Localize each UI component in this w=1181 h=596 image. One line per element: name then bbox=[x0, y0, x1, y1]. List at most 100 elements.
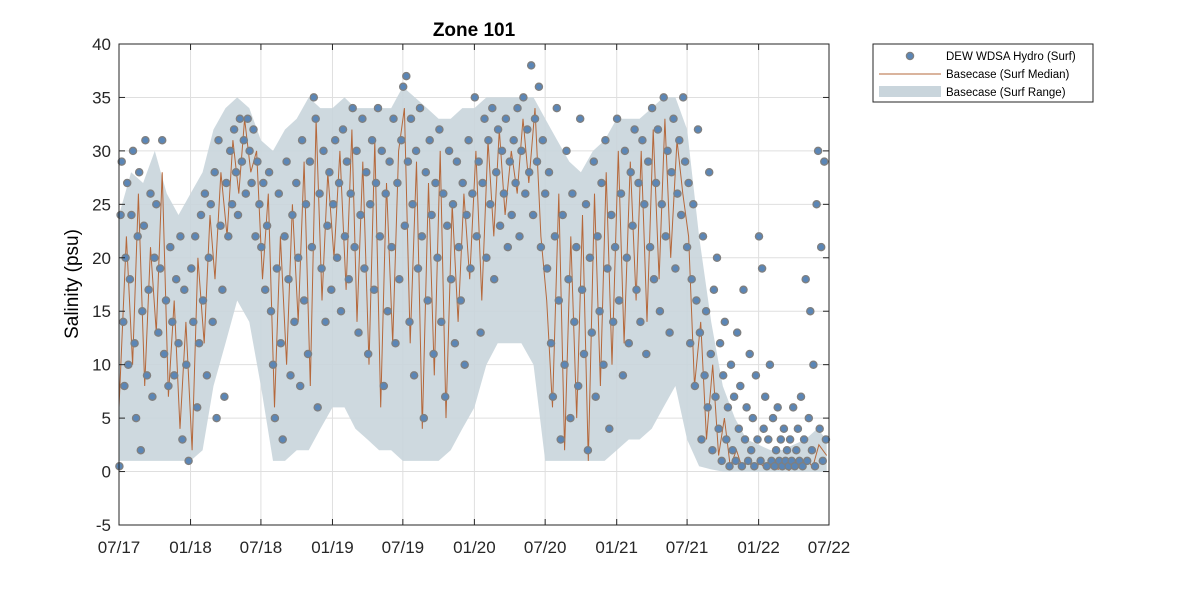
observation-point bbox=[573, 381, 583, 391]
observation-point bbox=[503, 242, 513, 252]
observation-point bbox=[497, 146, 507, 156]
observation-point bbox=[141, 135, 150, 145]
observation-point bbox=[649, 274, 659, 284]
observation-point bbox=[119, 317, 128, 327]
observation-point bbox=[268, 360, 278, 369]
observation-point bbox=[360, 264, 369, 273]
observation-point bbox=[395, 274, 404, 284]
observation-point bbox=[220, 392, 229, 401]
observation-point bbox=[381, 189, 390, 198]
legend-label-median: Basecase (Surf Median) bbox=[946, 69, 1070, 81]
observation-point bbox=[425, 135, 434, 145]
observation-point bbox=[743, 456, 753, 466]
x-tick-label: 07/22 bbox=[808, 538, 851, 557]
observation-point bbox=[785, 435, 795, 444]
observation-point bbox=[180, 285, 189, 295]
observation-point bbox=[440, 392, 450, 401]
observation-point bbox=[489, 274, 499, 284]
observation-point bbox=[389, 114, 398, 124]
observation-point bbox=[204, 253, 214, 263]
observation-point bbox=[558, 210, 567, 220]
observation-point bbox=[685, 339, 695, 348]
observation-point bbox=[251, 232, 260, 241]
observation-point bbox=[538, 135, 548, 145]
observation-point bbox=[224, 232, 233, 241]
observation-point bbox=[415, 103, 425, 113]
observation-point bbox=[804, 413, 814, 423]
observation-point bbox=[605, 424, 614, 434]
observation-point bbox=[601, 135, 610, 145]
observation-point bbox=[293, 253, 303, 263]
y-axis-label: Salinity (psu) bbox=[62, 229, 83, 339]
observation-point bbox=[472, 232, 481, 241]
observation-point bbox=[478, 178, 487, 188]
observation-point bbox=[579, 349, 589, 359]
observation-point bbox=[187, 264, 196, 273]
observation-point bbox=[299, 296, 309, 305]
observation-point bbox=[237, 157, 247, 166]
observation-point bbox=[338, 125, 348, 134]
observation-point bbox=[257, 242, 266, 252]
observation-point bbox=[292, 178, 301, 188]
observation-point bbox=[722, 435, 731, 444]
observation-point bbox=[305, 157, 315, 166]
observation-point bbox=[560, 360, 569, 369]
observation-point bbox=[431, 178, 440, 188]
observation-point bbox=[476, 328, 485, 337]
observation-point bbox=[756, 456, 765, 466]
observation-point bbox=[450, 339, 460, 348]
observation-point bbox=[564, 274, 573, 284]
observation-point bbox=[711, 392, 720, 401]
observation-point bbox=[243, 114, 252, 124]
observation-point bbox=[678, 93, 688, 102]
observation-point bbox=[690, 381, 700, 391]
observation-point bbox=[344, 274, 354, 284]
observation-point bbox=[225, 146, 235, 156]
y-tick-label: 15 bbox=[92, 302, 111, 321]
observation-point bbox=[166, 242, 175, 252]
observation-point bbox=[562, 146, 571, 156]
observation-point bbox=[630, 125, 639, 134]
observation-point bbox=[116, 210, 125, 220]
observation-point bbox=[206, 200, 216, 209]
observation-point bbox=[745, 349, 754, 359]
observation-point bbox=[575, 114, 585, 124]
x-tick-label: 01/18 bbox=[169, 538, 212, 557]
observation-point bbox=[369, 285, 379, 295]
observation-point bbox=[801, 274, 810, 284]
observation-point bbox=[818, 456, 828, 466]
observation-point bbox=[739, 285, 748, 295]
observation-point bbox=[742, 403, 751, 412]
observation-point bbox=[820, 157, 829, 166]
observation-point bbox=[607, 210, 616, 220]
observation-point bbox=[519, 93, 528, 102]
observation-point bbox=[460, 360, 469, 369]
observation-point bbox=[715, 339, 725, 348]
observation-point bbox=[403, 157, 413, 166]
legend-marker-range bbox=[879, 86, 941, 97]
observation-points-layer bbox=[115, 61, 831, 471]
observation-point bbox=[202, 371, 212, 380]
observation-point bbox=[782, 445, 792, 455]
observation-point bbox=[323, 221, 332, 230]
observation-point bbox=[362, 168, 371, 177]
y-axis-ticks: -5 0 5 10 15 20 25 30 35 40 bbox=[92, 35, 829, 535]
observation-point bbox=[750, 461, 759, 471]
observation-point bbox=[377, 146, 387, 156]
observation-point bbox=[276, 339, 286, 348]
y-tick-label: 5 bbox=[102, 409, 111, 428]
observation-point bbox=[540, 189, 550, 198]
observation-point bbox=[816, 242, 826, 252]
observation-point bbox=[671, 264, 680, 273]
observation-point bbox=[171, 274, 181, 284]
observation-point bbox=[746, 445, 756, 455]
x-tick-label: 01/21 bbox=[595, 538, 638, 557]
observation-point bbox=[284, 274, 293, 284]
observation-point bbox=[393, 178, 402, 188]
observation-point bbox=[548, 392, 558, 401]
observation-point bbox=[628, 221, 637, 230]
observation-point bbox=[708, 445, 717, 455]
observation-point bbox=[266, 306, 276, 316]
